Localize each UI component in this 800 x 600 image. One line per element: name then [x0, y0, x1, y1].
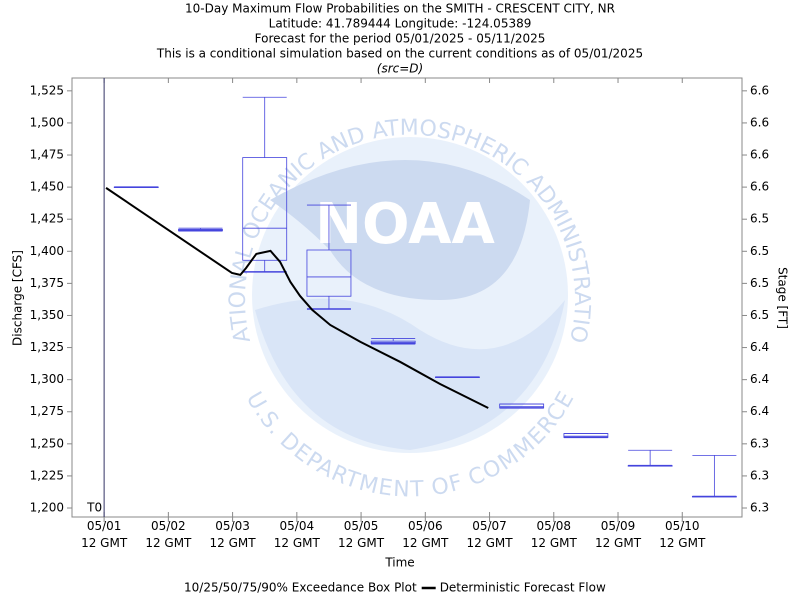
chart-title: 10-Day Maximum Flow Probabilities on the…: [185, 2, 615, 16]
x-tick-label: 05/06 12 GMT: [402, 519, 449, 550]
x-tick-label-date: 05/09: [601, 519, 636, 533]
y2-tick-label: 6.3: [750, 468, 769, 482]
watermark: NOAA NATIONAL OCEANIC AND ATMOSPHERIC AD…: [0, 0, 594, 503]
box-body: [563, 433, 609, 438]
box: [627, 449, 673, 467]
x-tick-label: 05/04 12 GMT: [274, 519, 321, 550]
x-tick-label: 05/01 12 GMT: [81, 519, 128, 550]
x-tick-label-time: 12 GMT: [274, 536, 321, 550]
chart-subtitle: (src=D): [377, 62, 423, 76]
y-tick-label: 1,325: [30, 340, 64, 354]
forecast-line: [105, 187, 489, 409]
y-axis-label: Discharge [CFS]: [11, 250, 25, 346]
y2-tick-label: 6.6: [750, 180, 769, 194]
x-tick-label-date: 05/08: [536, 519, 571, 533]
x-tick-label: 05/07 12 GMT: [467, 519, 514, 550]
y-tick-label: 1,500: [30, 115, 64, 129]
box: [370, 338, 416, 345]
x-tick-label-time: 12 GMT: [659, 536, 706, 550]
chart-title: This is a conditional simulation based o…: [156, 47, 643, 61]
x-tick-label-date: 05/06: [408, 519, 443, 533]
y2-tick-label: 6.6: [750, 148, 769, 162]
box-body: [306, 249, 352, 297]
y2-tick-label: 6.5: [750, 212, 769, 226]
x-tick-label: 05/10 12 GMT: [659, 519, 706, 550]
x-tick-label-date: 05/07: [472, 519, 507, 533]
t0-label: T0: [86, 501, 102, 515]
chart-title: Forecast for the period 05/01/2025 - 05/…: [255, 32, 546, 46]
x-tick-label: 05/09 12 GMT: [595, 519, 642, 550]
box: [113, 186, 159, 189]
box-body: [499, 403, 545, 409]
y2-tick-label: 6.3: [750, 436, 769, 450]
x-tick-label-date: 05/10: [665, 519, 700, 533]
y-tick-label: 1,375: [30, 276, 64, 290]
y2-axis-label: Stage [FT]: [776, 267, 790, 329]
x-tick-label-time: 12 GMT: [81, 536, 128, 550]
x-tick-label-time: 12 GMT: [145, 536, 192, 550]
box: [306, 204, 352, 310]
x-tick-label: 05/03 12 GMT: [210, 519, 257, 550]
legend-label: Deterministic Forecast Flow: [440, 581, 606, 595]
y2-tick-label: 6.5: [750, 276, 769, 290]
box-body: [242, 157, 288, 261]
x-axis-label: Time: [384, 556, 414, 570]
y2-tick-label: 6.4: [750, 404, 769, 418]
box: [178, 227, 223, 232]
x-tick-label-time: 12 GMT: [531, 536, 578, 550]
y-tick-label: 1,300: [30, 372, 64, 386]
watermark-wave: [255, 298, 565, 450]
chart-title: Latitude: 41.789444 Longitude: -124.0538…: [269, 17, 532, 31]
x-tick-label-date: 05/01: [87, 519, 122, 533]
watermark-bird: [270, 160, 530, 300]
y-tick-label: 1,225: [30, 468, 64, 482]
y-tick-label: 1,400: [30, 244, 64, 258]
x-tick-label-date: 05/04: [280, 519, 315, 533]
y-tick-label: 1,425: [30, 212, 64, 226]
y-tick-label: 1,475: [30, 148, 64, 162]
x-tick-label-time: 12 GMT: [595, 536, 642, 550]
x-tick-label-time: 12 GMT: [467, 536, 514, 550]
y2-tick-label: 6.4: [750, 340, 769, 354]
x-tick-label-time: 12 GMT: [402, 536, 449, 550]
legend-label: 10/25/50/75/90% Exceedance Box Plot: [184, 581, 417, 595]
x-tick-label: 05/02 12 GMT: [145, 519, 192, 550]
y-tick-label: 1,250: [30, 436, 64, 450]
x-tick-label-time: 12 GMT: [338, 536, 385, 550]
box: [691, 454, 737, 498]
y-tick-label: 1,200: [30, 501, 64, 515]
box: [563, 433, 609, 439]
y-tick-label: 1,275: [30, 404, 64, 418]
watermark-logo: NOAA: [315, 192, 495, 257]
x-tick-label-date: 05/05: [344, 519, 379, 533]
y-tick-label: 1,525: [30, 83, 64, 97]
box: [499, 403, 545, 409]
x-tick-label-date: 05/03: [215, 519, 250, 533]
box: [242, 96, 288, 273]
x-tick-label-time: 12 GMT: [210, 536, 257, 550]
y2-tick-label: 6.5: [750, 308, 769, 322]
x-tick-label: 05/08 12 GMT: [531, 519, 578, 550]
y2-tick-label: 6.6: [750, 83, 769, 97]
box: [435, 376, 480, 378]
y2-tick-label: 6.3: [750, 501, 769, 515]
y2-tick-label: 6.4: [750, 372, 769, 386]
y2-tick-label: 6.6: [750, 115, 769, 129]
y-tick-label: 1,450: [30, 180, 64, 194]
y-tick-label: 1,350: [30, 308, 64, 322]
plot-frame: [71, 77, 743, 518]
watermark-disc: [252, 137, 568, 453]
y2-tick-label: 6.5: [750, 244, 769, 258]
x-tick-label: 05/05 12 GMT: [338, 519, 385, 550]
x-tick-label-date: 05/02: [151, 519, 186, 533]
